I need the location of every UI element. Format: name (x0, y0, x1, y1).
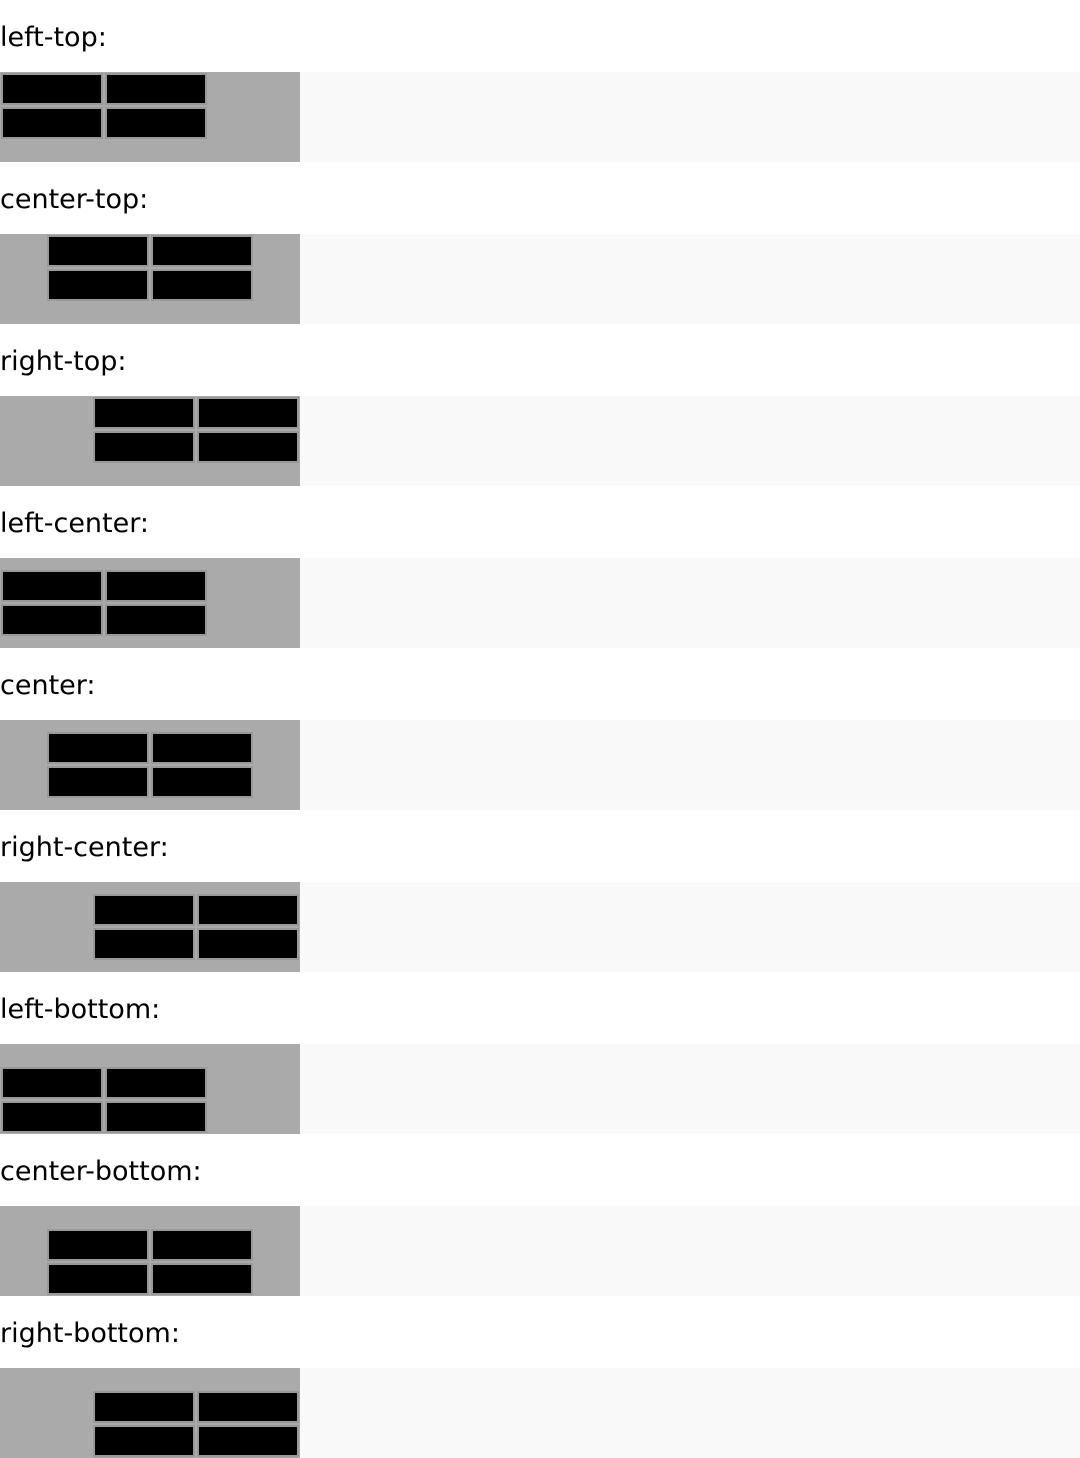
grid-item (105, 73, 207, 105)
item-grid (93, 397, 299, 463)
section-label: left-top: (0, 22, 107, 53)
section-left-top: left-top: (0, 0, 1080, 162)
item-grid (1, 73, 207, 139)
grid-item (197, 431, 299, 463)
grid-item (93, 894, 195, 926)
item-grid (93, 1391, 299, 1457)
alignment-container (0, 72, 300, 162)
section-center-top: center-top: (0, 162, 1080, 324)
alignment-container (0, 1044, 300, 1134)
item-grid (47, 1229, 253, 1295)
section-label: right-center: (0, 832, 169, 863)
grid-item (47, 732, 149, 764)
grid-item (1, 107, 103, 139)
alignment-container (0, 396, 300, 486)
grid-item (1, 1101, 103, 1133)
grid-item (105, 1101, 207, 1133)
section-left-center: left-center: (0, 486, 1080, 648)
demo-row (0, 234, 1080, 324)
grid-item (197, 894, 299, 926)
grid-item (93, 431, 195, 463)
section-left-bottom: left-bottom: (0, 972, 1080, 1134)
demo-row (0, 882, 1080, 972)
grid-item (1, 73, 103, 105)
grid-item (105, 1067, 207, 1099)
grid-item (1, 570, 103, 602)
grid-item (151, 1229, 253, 1261)
grid-item (93, 928, 195, 960)
grid-item (151, 732, 253, 764)
demo-row (0, 72, 1080, 162)
alignment-container (0, 1206, 300, 1296)
grid-item (151, 235, 253, 267)
grid-item (197, 397, 299, 429)
alignment-container (0, 882, 300, 972)
grid-item (93, 1391, 195, 1423)
section-label: center: (0, 670, 96, 701)
alignment-container (0, 558, 300, 648)
grid-item (1, 1067, 103, 1099)
grid-item (47, 1229, 149, 1261)
demo-row (0, 1368, 1080, 1458)
alignment-container (0, 720, 300, 810)
grid-item (151, 766, 253, 798)
grid-item (93, 397, 195, 429)
item-grid (93, 894, 299, 960)
demo-row (0, 1044, 1080, 1134)
grid-item (197, 928, 299, 960)
section-right-bottom: right-bottom: (0, 1296, 1080, 1458)
section-center-bottom: center-bottom: (0, 1134, 1080, 1296)
demo-row (0, 720, 1080, 810)
demo-row (0, 396, 1080, 486)
section-label: left-bottom: (0, 994, 161, 1025)
item-grid (47, 732, 253, 798)
grid-item (197, 1425, 299, 1457)
grid-item (47, 269, 149, 301)
grid-item (105, 604, 207, 636)
grid-item (105, 107, 207, 139)
section-label: center-bottom: (0, 1156, 202, 1187)
grid-item (47, 1263, 149, 1295)
demo-row (0, 558, 1080, 648)
item-grid (1, 1067, 207, 1133)
alignment-container (0, 234, 300, 324)
section-label: right-top: (0, 346, 127, 377)
item-grid (47, 235, 253, 301)
section-label: left-center: (0, 508, 149, 539)
alignment-container (0, 1368, 300, 1458)
section-center: center: (0, 648, 1080, 810)
section-right-top: right-top: (0, 324, 1080, 486)
section-label: center-top: (0, 184, 149, 215)
demo-row (0, 1206, 1080, 1296)
grid-item (197, 1391, 299, 1423)
grid-item (47, 766, 149, 798)
section-label: right-bottom: (0, 1318, 180, 1349)
grid-item (47, 235, 149, 267)
grid-item (93, 1425, 195, 1457)
grid-item (1, 604, 103, 636)
grid-item (151, 269, 253, 301)
section-right-center: right-center: (0, 810, 1080, 972)
grid-item (151, 1263, 253, 1295)
grid-item (105, 570, 207, 602)
item-grid (1, 570, 207, 636)
